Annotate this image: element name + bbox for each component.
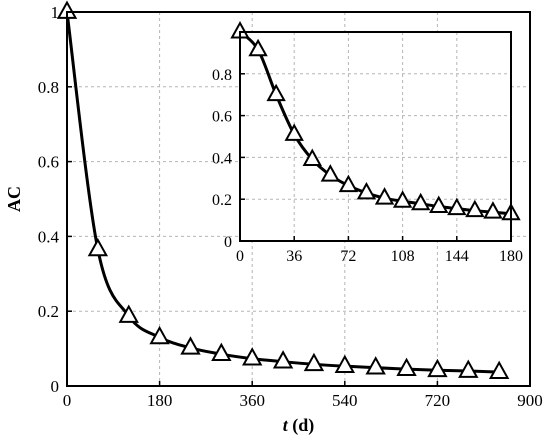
main-data-point (427, 358, 448, 378)
inset-data-point (465, 199, 485, 218)
inset-data-point (338, 174, 359, 193)
inset-tick-labels: 0 36 72 108 144 180 0 0.2 0.4 0.6 0.8 (212, 67, 523, 265)
main-data-point (118, 304, 139, 323)
inset-x-tick-label: 180 (499, 248, 523, 265)
inset-x-tick-label: 0 (236, 248, 244, 265)
main-curve-layer (65, 11, 500, 374)
inset-data-point (392, 190, 413, 208)
main-data-point (458, 359, 479, 378)
inset-y-tick-label: 0.2 (212, 192, 232, 209)
inset-y-tick-label: 0.8 (212, 67, 232, 84)
main-data-point (334, 354, 355, 373)
inset-y-tick-label: 0 (224, 234, 232, 251)
main-data-point (149, 325, 170, 345)
x-axis-label-unit: (d) (288, 415, 315, 436)
inset-y-tick-label: 0.6 (212, 109, 232, 126)
main-data-point (272, 350, 294, 369)
inset-plot-frame (239, 31, 512, 242)
main-plot-frame (66, 11, 531, 387)
main-y-tick-label: 0.2 (38, 302, 59, 321)
main-data-point (303, 352, 325, 372)
inset-x-tick-label: 144 (445, 248, 469, 265)
main-data-point (87, 237, 109, 257)
inset-data-point (266, 83, 286, 102)
inset-data-point (447, 197, 467, 216)
main-series-line (65, 11, 500, 374)
main-x-tick-label: 900 (517, 391, 543, 410)
x-axis-label: t (d) (283, 415, 315, 436)
inset-data-point (410, 192, 431, 211)
inset-x-tick-label: 36 (286, 248, 302, 265)
inset-y-tick-label: 0.4 (212, 150, 232, 167)
main-x-tick-label: 720 (425, 391, 451, 410)
main-y-tick-label: 0.6 (38, 153, 59, 172)
inset-data-point (374, 187, 395, 205)
main-x-tick-label: 180 (147, 391, 173, 410)
main-data-point (365, 356, 386, 375)
inset-x-tick-label: 108 (391, 248, 415, 265)
main-x-tick-label: 0 (63, 391, 72, 410)
main-y-tick-label: 0.4 (38, 227, 60, 246)
inset-plot-background (240, 32, 511, 241)
main-data-point (488, 360, 510, 379)
main-y-tick-label: 0.8 (38, 78, 59, 97)
inset-data-point (248, 38, 268, 57)
inset-x-tick-label: 72 (340, 248, 356, 265)
x-axis-label-var: t (283, 415, 289, 435)
inset-data-point (356, 181, 377, 200)
y-axis-label: AC (4, 186, 24, 212)
inset-data-point (429, 195, 449, 213)
inset-data-point (320, 164, 341, 182)
main-data-point (242, 347, 263, 366)
inset-data-point (284, 123, 304, 141)
inset-data-point (302, 148, 322, 166)
main-data-point (211, 342, 232, 362)
main-x-tick-label: 360 (239, 391, 265, 410)
main-x-tick-label: 540 (332, 391, 358, 410)
main-y-tick-label: 0 (51, 377, 60, 396)
main-markers-layer (56, 0, 510, 379)
inset-data-point (483, 201, 503, 219)
inset-curve-layer (238, 30, 512, 216)
inset-markers-layer (230, 21, 521, 221)
inset-series-line (238, 30, 512, 216)
main-data-point (180, 336, 201, 355)
inset-background (240, 32, 511, 241)
main-y-tick-label: 1 (51, 3, 60, 22)
main-data-point (396, 357, 417, 376)
